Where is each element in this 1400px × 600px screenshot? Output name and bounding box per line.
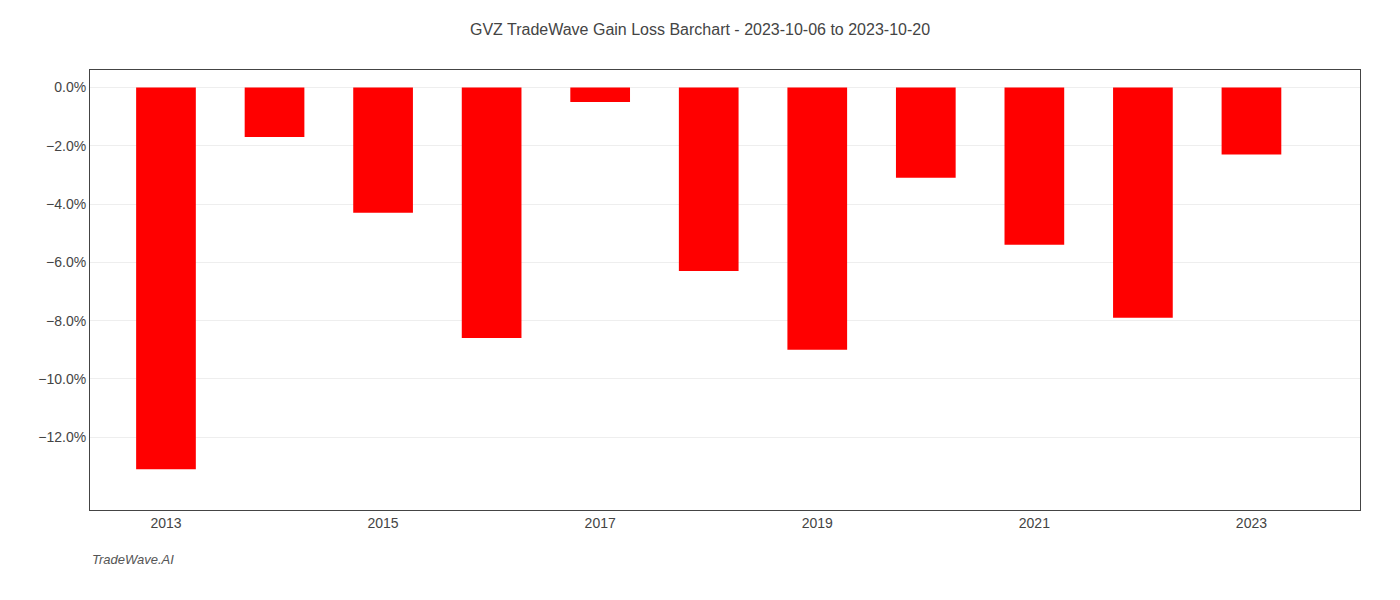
- svg-text:GVZ TradeWave Gain Loss Barcha: GVZ TradeWave Gain Loss Barchart - 2023-…: [470, 21, 930, 38]
- svg-text:2017: 2017: [585, 515, 616, 531]
- svg-text:2019: 2019: [802, 515, 833, 531]
- svg-text:0.0%: 0.0%: [54, 79, 86, 95]
- svg-text:−2.0%: −2.0%: [46, 138, 86, 154]
- svg-text:−8.0%: −8.0%: [46, 313, 86, 329]
- svg-text:−10.0%: −10.0%: [38, 371, 86, 387]
- svg-text:2013: 2013: [150, 515, 181, 531]
- svg-text:TradeWave.AI: TradeWave.AI: [92, 552, 174, 567]
- svg-text:2021: 2021: [1019, 515, 1050, 531]
- svg-text:2023: 2023: [1236, 515, 1267, 531]
- svg-text:−12.0%: −12.0%: [38, 429, 86, 445]
- svg-text:2015: 2015: [368, 515, 399, 531]
- svg-text:−4.0%: −4.0%: [46, 196, 86, 212]
- svg-text:−6.0%: −6.0%: [46, 254, 86, 270]
